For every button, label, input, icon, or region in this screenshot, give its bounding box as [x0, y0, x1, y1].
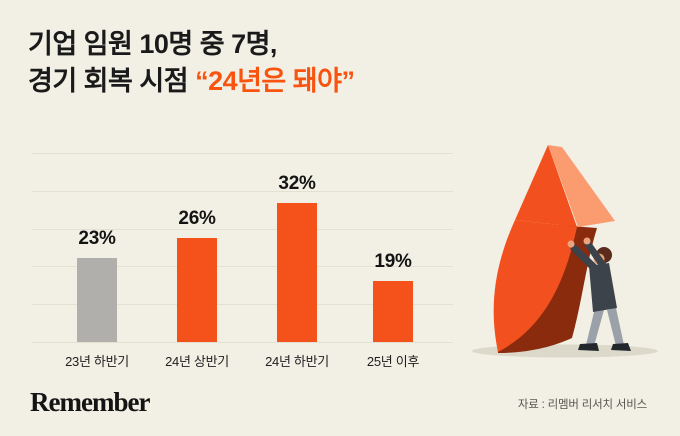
bar [177, 238, 217, 342]
bar-value-label: 19% [374, 251, 412, 272]
bar-value-label: 32% [278, 173, 316, 194]
man-back-hand [583, 237, 591, 245]
bar-group: 26% [147, 208, 247, 342]
gridline [32, 266, 453, 267]
gridline [32, 342, 453, 343]
arrow-head-side-face [548, 145, 615, 227]
bar-category-label: 24년 하반기 [265, 354, 329, 369]
source-credit: 자료 : 리멤버 리서치 서비스 [517, 399, 647, 411]
bar-group: 19% [343, 251, 443, 342]
remember-logo: Remember [30, 387, 150, 417]
bar [373, 281, 413, 342]
bar-value-label: 23% [78, 228, 116, 249]
man-back-leg [607, 308, 624, 346]
bar-category-label: 25년 이후 [366, 354, 420, 369]
gridline [32, 191, 453, 192]
arrow-body [493, 220, 577, 352]
arrow-head [515, 145, 577, 227]
title-highlight: “24년은 돼야” [195, 66, 355, 96]
man-back-arm [584, 241, 610, 272]
gridline [32, 229, 453, 230]
bar-category-label: 23년 하반기 [65, 354, 129, 369]
man-back-shoe [611, 343, 631, 351]
man-torso-jacket [589, 263, 617, 312]
bar-category-label: 24년 상반기 [165, 354, 229, 369]
man-front-leg [586, 308, 604, 346]
bar-group: 32% [247, 173, 347, 342]
man-pushing-arrow-illustration [472, 145, 658, 358]
title-line-2: 경기 회복 시점 “24년은 돼야” [28, 63, 355, 100]
man-front-arm [570, 244, 601, 273]
title-line-2-prefix: 경기 회복 시점 [28, 66, 189, 96]
bar-group: 23% [47, 228, 147, 342]
pushing-man [567, 237, 631, 351]
page-title: 기업 임원 10명 중 7명, 경기 회복 시점 “24년은 돼야” [28, 26, 355, 100]
title-line-1: 기업 임원 10명 중 7명, [28, 29, 277, 59]
gridline [32, 304, 453, 305]
bar-value-label: 26% [178, 208, 216, 229]
bar [77, 258, 117, 342]
bar [277, 203, 317, 342]
gridline [32, 153, 453, 154]
man-front-shoe [578, 343, 599, 351]
man-front-hand [567, 240, 575, 248]
